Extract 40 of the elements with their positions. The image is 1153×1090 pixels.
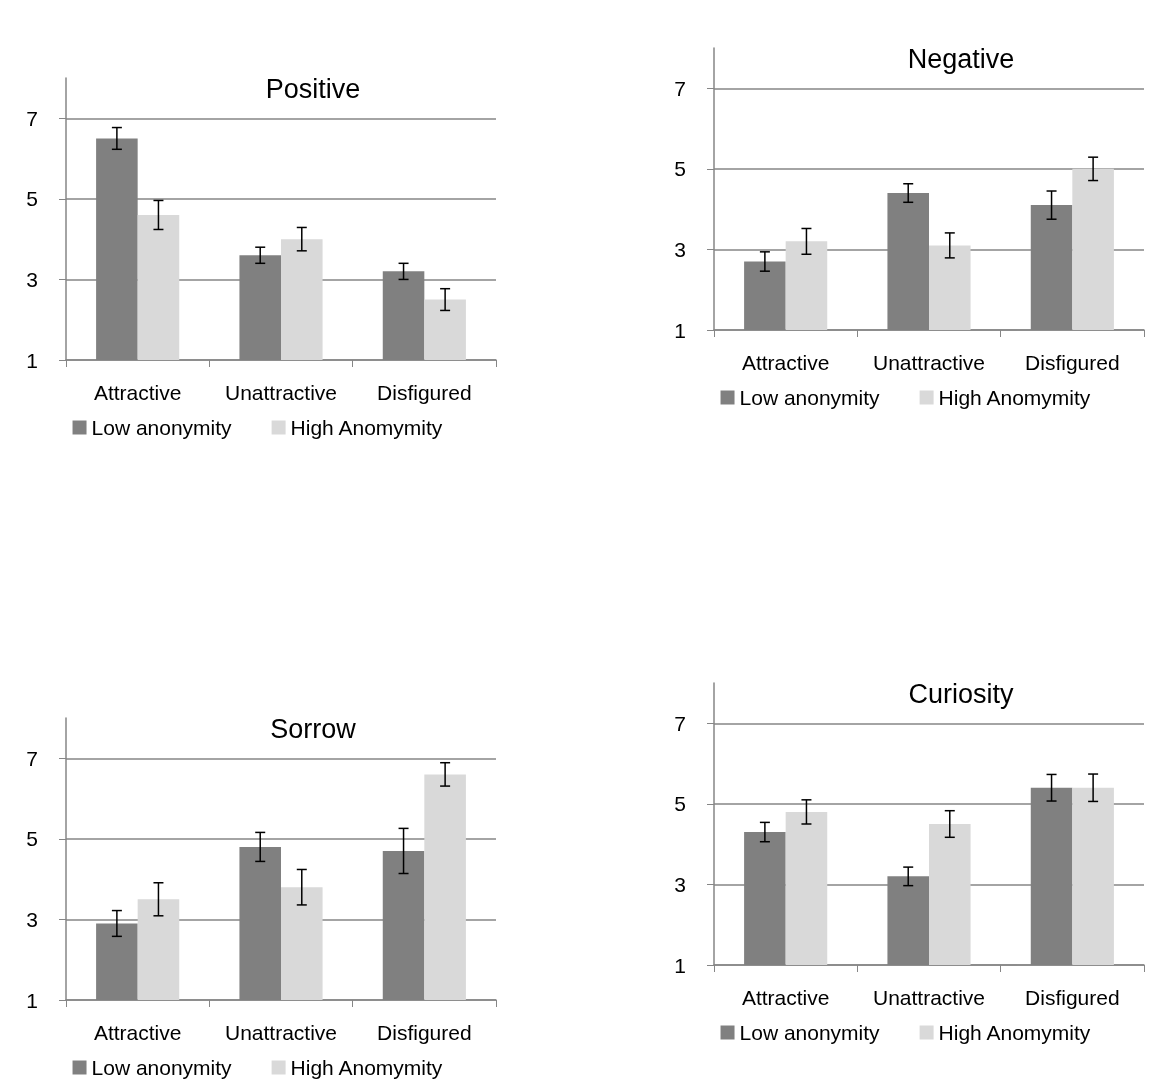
legend-label: Low anonymity — [739, 1021, 881, 1044]
x-tick-label: Unattractive — [872, 351, 986, 374]
x-tick-label: Disfigured — [377, 381, 472, 404]
y-tick-label: 7 — [674, 76, 686, 100]
y-tick-label: 1 — [26, 988, 38, 1012]
y-tick-label: 3 — [674, 237, 686, 261]
y-tick-label: 1 — [26, 348, 38, 372]
y-tick-label: 5 — [674, 792, 686, 816]
y-tick-label: 5 — [26, 827, 38, 851]
y-tick-label: 1 — [674, 953, 686, 977]
chart-title: Positive — [265, 73, 361, 104]
x-tick-label: Attractive — [741, 986, 830, 1009]
x-tick-label: Unattractive — [224, 1021, 338, 1044]
x-tick-label: Unattractive — [224, 381, 338, 404]
chart-title: Curiosity — [908, 678, 1014, 709]
x-tick-label: Unattractive — [872, 986, 986, 1009]
legend-label: Low anonymity — [739, 386, 881, 409]
y-tick-label: 7 — [26, 106, 38, 130]
legend-label: Low anonymity — [91, 416, 233, 439]
y-tick-label: 5 — [674, 157, 686, 181]
legend-label: High Anomymity — [290, 1056, 443, 1079]
x-tick-label: Attractive — [741, 351, 830, 374]
legend-label: High Anomymity — [290, 416, 443, 439]
y-tick-label: 3 — [26, 267, 38, 291]
chart-title: Sorrow — [270, 713, 357, 744]
x-tick-label: Disfigured — [1025, 351, 1120, 374]
legend-label: High Anomymity — [938, 386, 1091, 409]
x-tick-label: Attractive — [93, 1021, 182, 1044]
y-tick-label: 7 — [674, 711, 686, 735]
y-tick-label: 1 — [674, 318, 686, 342]
y-tick-label: 3 — [674, 872, 686, 896]
legend-label: High Anomymity — [938, 1021, 1091, 1044]
y-tick-label: 5 — [26, 187, 38, 211]
chart-title: Negative — [907, 43, 1015, 74]
x-tick-label: Attractive — [93, 381, 182, 404]
x-tick-label: Disfigured — [377, 1021, 472, 1044]
x-tick-label: Disfigured — [1025, 986, 1120, 1009]
legend-label: Low anonymity — [91, 1056, 233, 1079]
y-tick-label: 3 — [26, 907, 38, 931]
y-tick-label: 7 — [26, 746, 38, 770]
